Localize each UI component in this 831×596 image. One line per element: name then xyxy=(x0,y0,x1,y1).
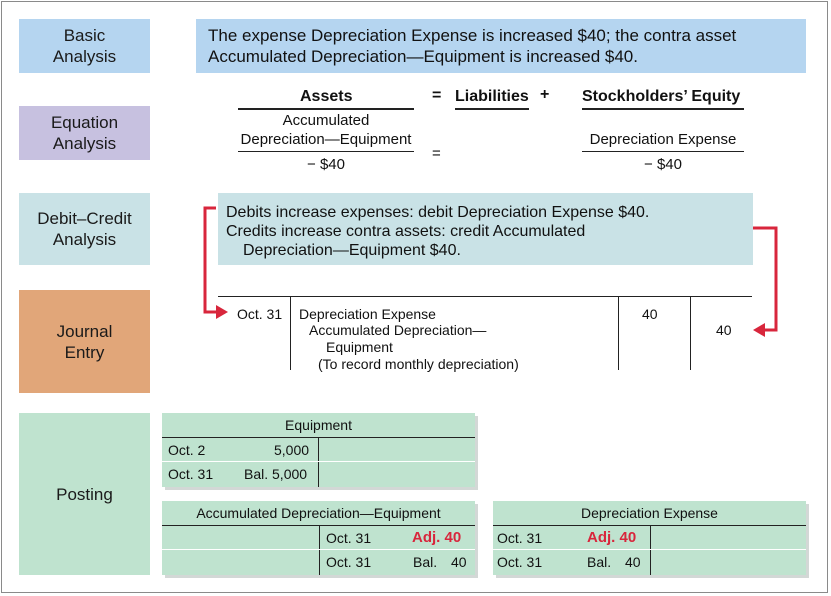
asset-account-line1: Accumulated xyxy=(282,112,370,129)
assets-heading: Assets xyxy=(300,88,353,105)
equation-analysis-label: Equation Analysis xyxy=(19,106,150,160)
basic-analysis-label: Basic Analysis xyxy=(19,19,150,73)
stockholders-equity-heading: Stockholders’ Equity xyxy=(582,88,741,105)
accum-dep-row-divider xyxy=(162,549,475,550)
asset-account-line2: Depreciation—Equipment xyxy=(240,131,412,148)
dep-expense-title: Depreciation Expense xyxy=(581,505,718,521)
equipment-row-divider xyxy=(162,461,475,462)
accum-dep-t-account: Accumulated Depreciation—Equipment Oct. … xyxy=(162,501,475,575)
accum-dep-row2-bal: Bal. xyxy=(413,554,438,570)
liabilities-heading: Liabilities xyxy=(455,88,529,105)
asset-account-underline xyxy=(238,151,414,152)
journal-credit-account-line1: Accumulated Depreciation— xyxy=(309,322,487,338)
journal-entry-label: Journal Entry xyxy=(19,290,150,393)
basic-analysis-line2: Accumulated Depreciation—Equipment is in… xyxy=(208,47,638,66)
debit-credit-line2: Credits increase contra assets: credit A… xyxy=(226,223,586,240)
journal-top-rule xyxy=(218,296,752,297)
equipment-row1-amount: 5,000 xyxy=(274,442,310,458)
equipment-title: Equipment xyxy=(285,417,352,433)
dep-expense-row2-amount: 40 xyxy=(625,554,641,570)
journal-credit-divider xyxy=(690,296,691,370)
equation-equals-sign: = xyxy=(432,87,442,104)
journal-explanation: (To record monthly depreciation) xyxy=(318,356,519,372)
equipment-t-account: Equipment Oct. 2 5,000 Oct. 31 Bal. 5,00… xyxy=(162,413,475,487)
dep-expense-row1-date: Oct. 31 xyxy=(497,530,543,546)
equipment-row2-date: Oct. 31 xyxy=(168,466,214,482)
dep-expense-row1-amount: Adj. 40 xyxy=(587,529,637,546)
accum-dep-row1-date: Oct. 31 xyxy=(326,530,372,546)
posting-label: Posting xyxy=(19,413,150,575)
accum-dep-center-rule xyxy=(319,525,320,575)
equity-account: Depreciation Expense xyxy=(589,131,737,148)
accum-dep-title-rule xyxy=(162,525,475,526)
accum-dep-row2-date: Oct. 31 xyxy=(326,554,372,570)
dep-expense-row2-date: Oct. 31 xyxy=(497,554,543,570)
assets-heading-underline xyxy=(238,108,414,110)
debit-credit-line3: Depreciation—Equipment $40. xyxy=(243,242,461,259)
accum-dep-row1-amount: Adj. 40 xyxy=(412,529,462,546)
journal-date-divider xyxy=(290,296,291,370)
dep-expense-row-divider xyxy=(493,549,806,550)
dep-expense-title-rule xyxy=(493,525,806,526)
equipment-row1-date: Oct. 2 xyxy=(168,442,206,458)
dep-expense-row2-bal: Bal. xyxy=(587,554,612,570)
equation-plus-sign: + xyxy=(540,86,550,103)
debit-credit-analysis-label: Debit–Credit Analysis xyxy=(19,193,150,265)
journal-debit-amount: 40 xyxy=(642,306,658,322)
basic-analysis-text: The expense Depreciation Expense is incr… xyxy=(196,19,806,73)
equipment-row2-amount: Bal. 5,000 xyxy=(244,466,308,482)
equity-amount: − $40 xyxy=(644,156,682,173)
accum-dep-row2-amount: 40 xyxy=(451,554,467,570)
dep-expense-center-rule xyxy=(650,525,651,575)
equation-middle-equals: = xyxy=(432,145,441,162)
journal-debit-divider xyxy=(618,296,619,370)
journal-credit-amount: 40 xyxy=(716,322,732,338)
journal-date: Oct. 31 xyxy=(237,306,283,322)
equipment-center-rule xyxy=(318,437,319,487)
journal-credit-account-line2: Equipment xyxy=(326,339,393,355)
credit-arrow-icon xyxy=(753,226,778,337)
accum-dep-title: Accumulated Depreciation—Equipment xyxy=(196,505,441,521)
journal-debit-account: Depreciation Expense xyxy=(299,306,436,322)
liabilities-heading-underline xyxy=(455,108,529,110)
asset-amount: − $40 xyxy=(307,156,345,173)
debit-credit-line1: Debits increase expenses: debit Deprecia… xyxy=(226,204,650,221)
debit-credit-analysis-text: Debits increase expenses: debit Deprecia… xyxy=(218,193,753,265)
equity-account-underline xyxy=(582,151,744,152)
equity-heading-underline xyxy=(582,108,744,110)
dep-expense-t-account: Depreciation Expense Oct. 31 Adj. 40 Oct… xyxy=(493,501,806,575)
debit-arrow-icon xyxy=(203,206,228,319)
basic-analysis-line1: The expense Depreciation Expense is incr… xyxy=(208,26,737,45)
